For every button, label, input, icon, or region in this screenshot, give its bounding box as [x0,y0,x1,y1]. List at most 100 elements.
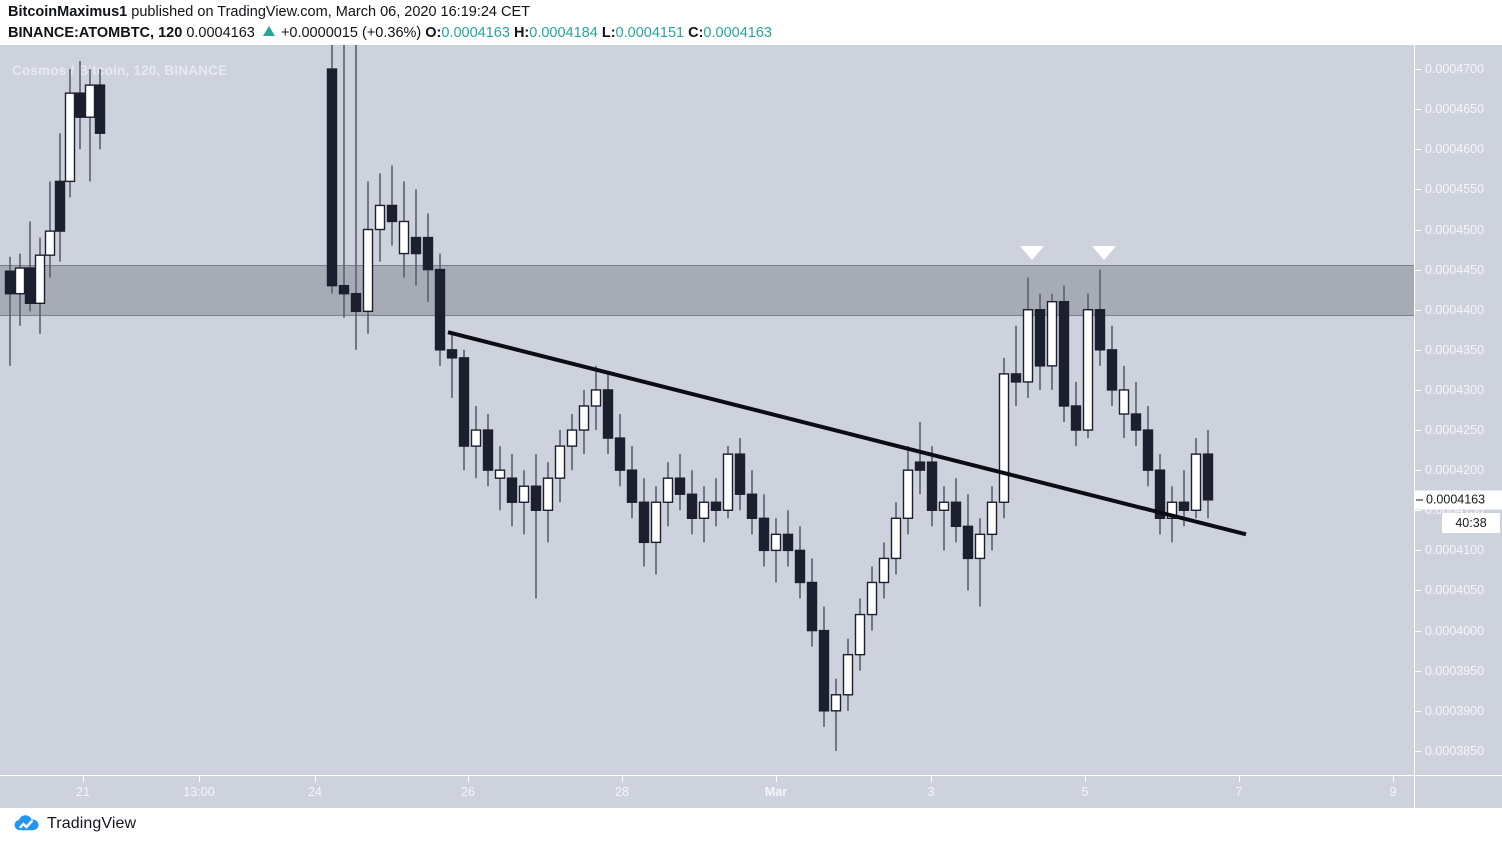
publication-line: BitcoinMaximus1 published on TradingView… [8,4,530,20]
triangle-down-marker-icon[interactable] [1020,245,1044,260]
candle-body [506,477,518,503]
candle-body [64,92,76,183]
price-label: 0.0003850 [1425,743,1485,758]
price-tick [1415,470,1421,472]
candle-body [602,389,614,439]
candle-body [734,453,746,495]
bar-countdown-timer: 40:38 [1442,512,1500,533]
candle-body [374,204,386,231]
price-label: 0.0004600 [1425,142,1485,157]
candle-body [782,533,794,552]
candle-body [962,525,974,560]
current-price-value: 0.0004163 [1426,492,1486,507]
candle-body [350,292,362,313]
price-label: 0.0004200 [1425,463,1485,478]
candle-body [842,653,854,696]
change-percent: (+0.36%) [361,25,422,41]
candle-body [638,501,650,544]
price-scale[interactable]: 0.0004700 0.0004650 0.0004600 0.0004550 0.00… [1414,45,1502,775]
candle-body [362,228,374,313]
candle-body [542,477,554,511]
change-absolute: +0.0000015 [280,25,358,41]
time-tick [1239,776,1240,782]
high-label: H: [513,25,530,41]
candle-body [1070,405,1082,431]
price-tick [1415,510,1421,512]
candle-body [1094,309,1106,351]
price-label: 0.0004100 [1425,543,1485,558]
candle-body [650,501,662,544]
chart-plot-area[interactable]: Cosmos / Bitcoin, 120, BINANCE [0,45,1414,775]
candle-body [1202,453,1214,501]
open-value: 0.0004163 [441,25,510,41]
price-label: 0.0003950 [1425,663,1485,678]
price-tick [1415,149,1421,151]
candle-body [710,501,722,511]
candle-body [338,284,350,295]
candle-body [806,581,818,632]
price-label: 0.0004550 [1425,182,1485,197]
time-label: 5 [1081,785,1089,799]
price-tick [1415,229,1421,231]
candlestick-series [4,45,1214,751]
price-tick [1415,189,1421,191]
time-tick [1393,776,1394,782]
candle-body [530,485,542,511]
candle-body [686,493,698,519]
time-tick [315,776,316,782]
time-label: 26 [461,785,475,799]
candle-body [1046,301,1058,367]
price-label: 0.0003900 [1425,703,1485,718]
published-text: published on TradingView.com, March 06, … [131,4,531,20]
candle-body [434,268,446,351]
price-label: 0.0004000 [1425,623,1485,638]
candle-body [986,501,998,536]
candle-body [674,477,686,495]
time-scale[interactable]: 21 13:00 24 26 28 Mar 3 5 7 9 [0,775,1502,809]
candle-body [1058,301,1070,407]
candle-body [1166,501,1178,519]
candle-body [84,84,96,118]
price-tick [1415,69,1421,71]
candle-body [926,461,938,511]
price-label: 0.0004300 [1425,382,1485,397]
candle-body [326,68,338,287]
time-tick [199,776,200,782]
last-price: 0.0004163 [186,25,255,41]
candle-body [398,220,410,255]
time-label: 9 [1389,785,1397,799]
time-label: 24 [308,785,322,799]
candle-body [1178,501,1190,511]
trendline-overlay[interactable] [0,45,1414,775]
candle-body [1010,373,1022,383]
triangle-up-icon [262,26,275,36]
time-label: 7 [1235,785,1243,799]
candle-body [1034,309,1046,367]
tradingview-logo-icon [14,814,40,834]
current-price-label[interactable]: 0.0004163 [1415,490,1502,510]
price-label: 0.0004700 [1425,62,1485,77]
price-label: 0.0004350 [1425,342,1485,357]
time-tick [468,776,469,782]
price-label: 0.0004450 [1425,262,1485,277]
triangle-down-marker-icon[interactable] [1092,245,1116,260]
candle-body [770,533,782,552]
price-tick [1415,309,1421,311]
candle-body [422,236,434,271]
candle-body [746,493,758,519]
price-tick [1415,550,1421,552]
downtrend-line[interactable] [447,330,1247,537]
candle-body [1082,309,1094,431]
price-tick [1415,349,1421,351]
price-tick [1415,710,1421,712]
low-label: L: [601,25,616,41]
resistance-zone[interactable] [0,264,1414,317]
close-label: C: [688,25,704,41]
time-tick [776,776,777,782]
candle-body [590,389,602,407]
candle-body [470,429,482,447]
candle-body [626,469,638,503]
candle-body [662,477,674,503]
price-tick [1415,670,1421,672]
